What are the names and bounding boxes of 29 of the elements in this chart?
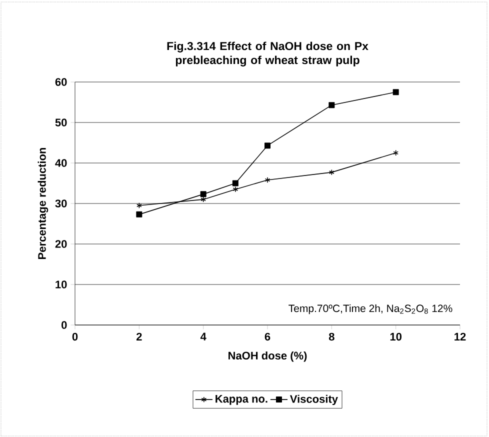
y-tick-label: 0 (62, 321, 67, 329)
y-tick-label: 60 (55, 78, 67, 86)
x-tick-label: 10 (390, 332, 402, 341)
point (232, 180, 238, 186)
x-axis-title: NaOH dose (%) (228, 351, 307, 362)
x-tick-label: 8 (328, 332, 334, 341)
y-tick-label: 40 (55, 159, 67, 167)
x-tick-label: 0 (72, 332, 78, 341)
y-axis-title: Percentage reduction (38, 148, 48, 259)
point (264, 177, 270, 184)
y-tick-label: 30 (55, 200, 67, 208)
annotation: Temp.70ºC,Time 2h, Na$_{2}$S$_{2}$O$_{8}$ 12% (288, 304, 452, 314)
legend-label: Viscosity (290, 394, 338, 406)
legend-label: Kappa no. (216, 395, 268, 405)
y-tick-label: 20 (55, 240, 67, 248)
point (200, 191, 206, 198)
point (392, 89, 399, 96)
y-tick-label: 10 (56, 280, 67, 288)
x-tick-label: 12 (454, 332, 466, 340)
point (328, 102, 335, 108)
point (232, 186, 238, 192)
x-tick-label: 4 (200, 332, 206, 340)
y-tick-label: 50 (55, 118, 67, 126)
point (329, 169, 334, 176)
chart-title: Fig.3.314 Effect of NaOH dose on Px prebleaching of wheat straw pulp (167, 42, 368, 66)
point (136, 211, 142, 218)
x-tick-label: 2 (136, 332, 142, 340)
x-tick-label: 6 (264, 332, 270, 341)
point (264, 142, 271, 149)
